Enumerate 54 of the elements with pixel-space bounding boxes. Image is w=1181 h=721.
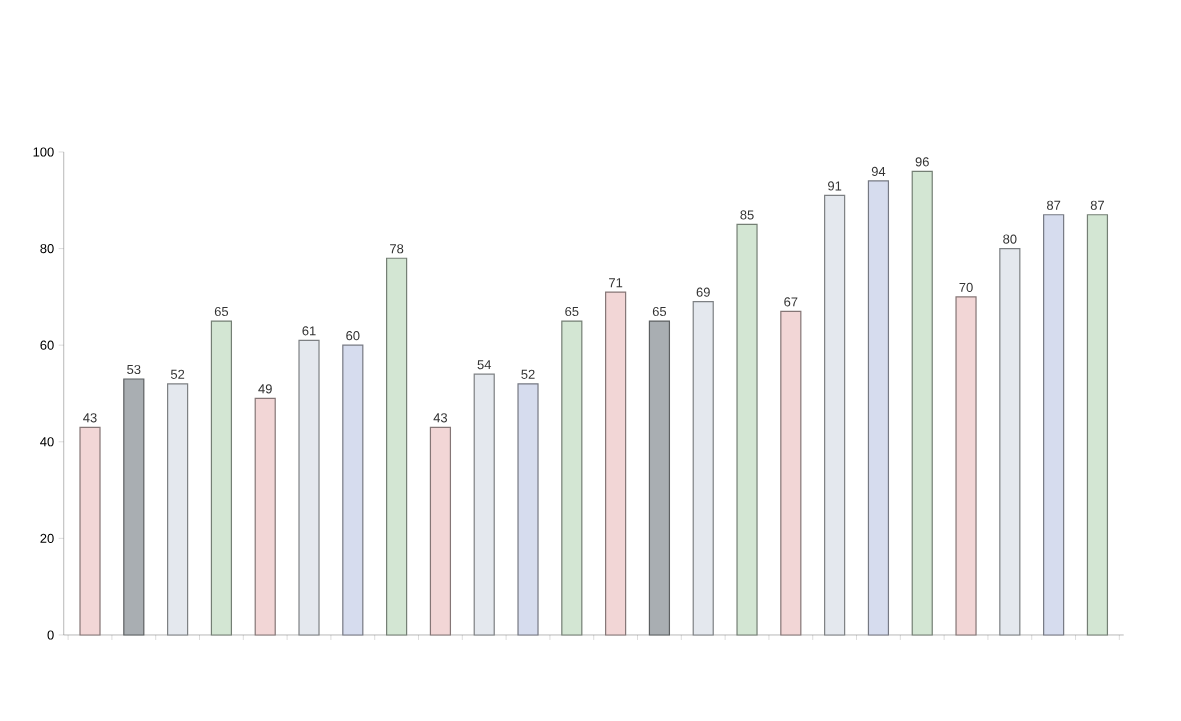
bar [561, 320, 583, 636]
data-label: 96 [915, 157, 929, 167]
bar [517, 383, 539, 636]
data-label: 80 [1003, 234, 1017, 244]
data-label: 43 [433, 413, 448, 423]
y-tick-label: 20 [40, 533, 54, 543]
data-label: 49 [258, 384, 272, 394]
data-label: 70 [959, 282, 973, 292]
bar [911, 170, 933, 636]
bar [605, 291, 627, 636]
data-label: 61 [302, 326, 316, 336]
data-label: 91 [828, 181, 842, 191]
bar [999, 247, 1021, 636]
data-label: 65 [565, 306, 579, 317]
y-tick-label: 40 [40, 437, 54, 447]
data-label: 94 [871, 166, 886, 177]
bar [824, 194, 846, 636]
bar [648, 320, 671, 636]
data-label: 67 [784, 297, 798, 307]
bar [692, 301, 714, 636]
data-label: 85 [740, 210, 754, 220]
data-label: 60 [346, 331, 360, 341]
bar [167, 383, 189, 636]
bar [386, 257, 408, 636]
data-label: 78 [390, 244, 404, 254]
y-tick-label: 60 [40, 340, 54, 350]
data-label: 54 [477, 360, 492, 370]
data-label: 65 [214, 306, 229, 317]
data-label: 53 [127, 364, 141, 375]
y-tick-label: 0 [47, 630, 54, 640]
bar [254, 397, 276, 636]
data-label: 52 [521, 369, 535, 379]
bar [867, 180, 890, 636]
bar [123, 378, 145, 636]
bar [780, 310, 802, 636]
y-tick-label: 80 [40, 244, 54, 254]
data-label: 71 [609, 278, 623, 288]
bar [473, 373, 495, 636]
bar [1086, 214, 1109, 636]
bar [736, 223, 758, 636]
data-label: 87 [1090, 200, 1104, 210]
bar [1043, 214, 1065, 636]
y-tick-label: 100 [33, 147, 54, 157]
bar [298, 339, 320, 636]
bar [210, 320, 233, 636]
bar [429, 426, 452, 636]
data-label: 65 [652, 306, 667, 317]
data-label: 43 [83, 413, 97, 423]
data-label: 69 [696, 287, 710, 297]
bar [342, 344, 364, 636]
data-label: 87 [1046, 200, 1061, 210]
bar [955, 296, 977, 636]
data-label: 52 [170, 369, 185, 379]
bar [79, 426, 101, 636]
